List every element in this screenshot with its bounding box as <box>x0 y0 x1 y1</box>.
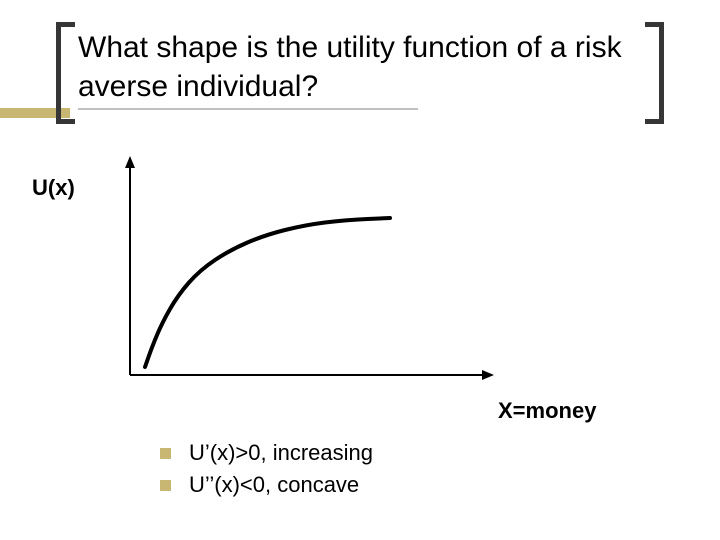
slide-title: What shape is the utility function of a … <box>78 28 642 106</box>
slide: What shape is the utility function of a … <box>0 0 720 540</box>
square-bullet-icon <box>160 448 171 459</box>
y-axis-label: U(x) <box>32 175 75 201</box>
bullet-text: U’(x)>0, increasing <box>189 440 373 466</box>
bracket-right-icon <box>645 22 664 124</box>
bullet-text: U’’(x)<0, concave <box>189 472 359 498</box>
list-item: U’’(x)<0, concave <box>160 472 373 498</box>
bracket-left-icon <box>56 22 75 124</box>
bullet-list: U’(x)>0, increasing U’’(x)<0, concave <box>160 440 373 504</box>
x-axis-label: X=money <box>498 398 596 424</box>
title-block: What shape is the utility function of a … <box>60 28 660 110</box>
title-underline <box>78 108 418 110</box>
list-item: U’(x)>0, increasing <box>160 440 373 466</box>
square-bullet-icon <box>160 480 171 491</box>
utility-chart <box>90 155 510 395</box>
